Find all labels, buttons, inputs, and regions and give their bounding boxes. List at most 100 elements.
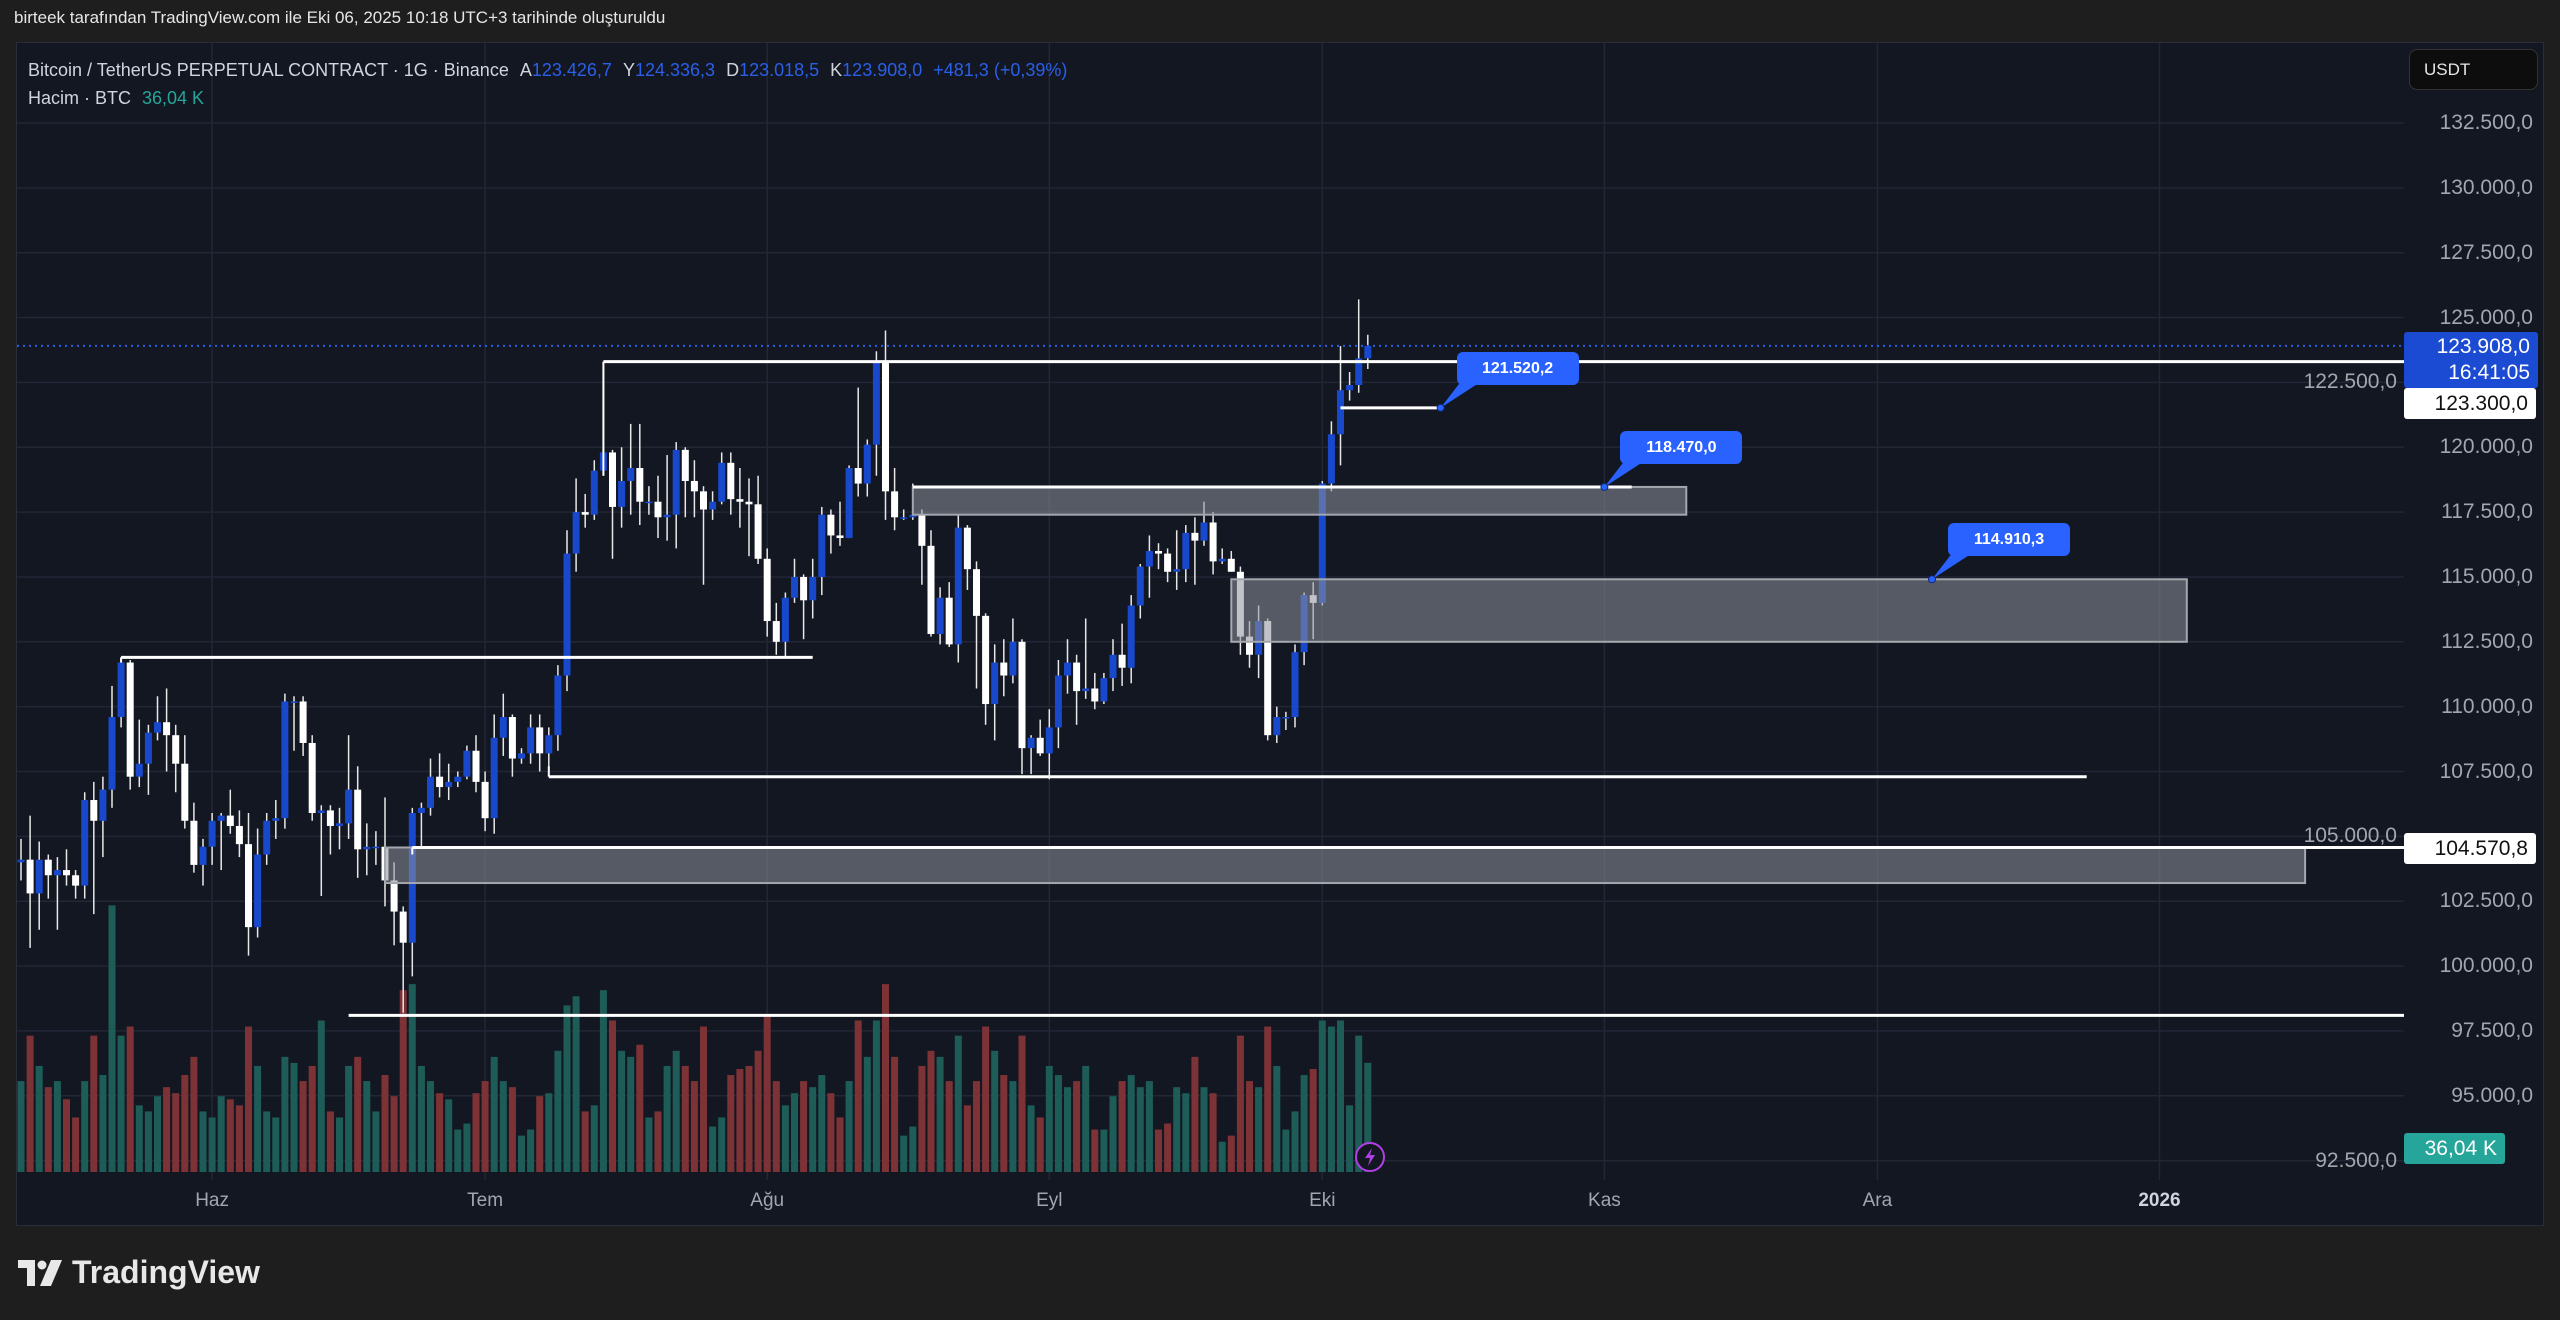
candle[interactable] — [508, 714, 516, 777]
candle[interactable] — [281, 693, 289, 829]
candle[interactable] — [991, 644, 999, 741]
candle[interactable] — [818, 506, 826, 596]
candle[interactable] — [35, 841, 43, 930]
candle[interactable] — [1155, 543, 1162, 570]
candle[interactable] — [1327, 421, 1335, 492]
candle[interactable] — [836, 501, 844, 546]
candle[interactable] — [445, 763, 453, 801]
candle[interactable] — [709, 491, 717, 520]
candle[interactable] — [245, 813, 252, 956]
candle[interactable] — [1145, 535, 1153, 598]
candle[interactable] — [945, 582, 953, 647]
candle[interactable] — [1082, 618, 1090, 699]
candle[interactable] — [235, 810, 243, 858]
candle[interactable] — [527, 714, 535, 764]
candle[interactable] — [609, 449, 616, 559]
candle[interactable] — [172, 724, 180, 793]
candle[interactable] — [481, 771, 489, 832]
candle[interactable] — [654, 475, 662, 539]
candle[interactable] — [882, 330, 889, 520]
candle[interactable] — [681, 447, 689, 518]
candle[interactable] — [499, 693, 507, 756]
candle[interactable] — [791, 558, 798, 603]
candle[interactable] — [982, 613, 990, 725]
candle[interactable] — [299, 696, 307, 756]
lightning-icon[interactable] — [1355, 1142, 1385, 1172]
candle[interactable] — [490, 714, 498, 834]
candle[interactable] — [745, 478, 753, 557]
candle[interactable] — [800, 574, 808, 640]
candle[interactable] — [1109, 639, 1117, 692]
candle[interactable] — [208, 813, 216, 865]
candle[interactable] — [163, 688, 171, 772]
candle[interactable] — [772, 602, 780, 655]
candle[interactable] — [645, 486, 653, 515]
price-zone-rectangle[interactable] — [384, 846, 2307, 885]
candle[interactable] — [1127, 595, 1135, 684]
candle[interactable] — [1064, 639, 1071, 694]
candle[interactable] — [117, 657, 125, 728]
candle[interactable] — [436, 753, 444, 798]
candle[interactable] — [108, 685, 116, 808]
candle[interactable] — [1100, 672, 1108, 705]
candle[interactable] — [1282, 711, 1290, 730]
candle[interactable] — [1355, 299, 1363, 393]
candle[interactable] — [144, 724, 152, 795]
candle[interactable] — [590, 460, 598, 520]
candle[interactable] — [1273, 706, 1281, 743]
candle[interactable] — [927, 530, 935, 637]
callout-anchor-handle[interactable] — [1600, 482, 1609, 491]
candle[interactable] — [518, 748, 525, 764]
callout-anchor-handle[interactable] — [1928, 575, 1936, 584]
price-callout-label[interactable]: 118.470,0 — [1620, 430, 1743, 464]
candle[interactable] — [1364, 334, 1372, 369]
candle[interactable] — [827, 509, 835, 554]
candle[interactable] — [472, 735, 480, 793]
candle[interactable] — [1018, 639, 1026, 775]
candle[interactable] — [936, 587, 944, 645]
candle[interactable] — [954, 514, 962, 663]
candle[interactable] — [854, 387, 862, 497]
candle[interactable] — [1073, 654, 1081, 725]
candle[interactable] — [1337, 346, 1344, 466]
candle[interactable] — [763, 548, 771, 637]
candle[interactable] — [536, 714, 544, 772]
candle[interactable] — [126, 659, 134, 790]
candle[interactable] — [290, 696, 298, 751]
candle[interactable] — [1054, 659, 1062, 749]
candle[interactable] — [399, 906, 407, 1013]
candle[interactable] — [1118, 623, 1126, 686]
callout-anchor-handle[interactable] — [1436, 403, 1445, 412]
candle[interactable] — [1164, 548, 1172, 583]
candle[interactable] — [63, 849, 70, 886]
candle[interactable] — [781, 592, 789, 658]
candle[interactable] — [326, 805, 334, 855]
candle[interactable] — [1045, 709, 1053, 780]
candle[interactable] — [427, 758, 434, 816]
candle[interactable] — [408, 807, 416, 977]
candle[interactable] — [199, 838, 207, 886]
candle[interactable] — [727, 452, 735, 515]
price-callout-label[interactable]: 121.520,2 — [1456, 351, 1579, 385]
candle[interactable] — [1291, 644, 1299, 728]
candle[interactable] — [345, 735, 353, 839]
candle[interactable] — [963, 525, 971, 590]
candle[interactable] — [554, 665, 562, 751]
candle[interactable] — [572, 478, 580, 572]
candle[interactable] — [872, 351, 880, 476]
candle[interactable] — [891, 468, 899, 531]
candle[interactable] — [363, 823, 371, 876]
candle[interactable] — [663, 455, 671, 541]
candle[interactable] — [863, 439, 871, 497]
candle[interactable] — [308, 735, 316, 821]
candle[interactable] — [754, 475, 762, 564]
candle[interactable] — [690, 460, 698, 518]
candle[interactable] — [1136, 563, 1144, 619]
candle[interactable] — [672, 442, 680, 549]
candle[interactable] — [372, 831, 380, 865]
candle[interactable] — [581, 493, 589, 528]
tradingview-logo[interactable]: TradingView — [18, 1254, 260, 1291]
price-zone-rectangle[interactable] — [1230, 578, 2188, 643]
candle[interactable] — [72, 870, 80, 899]
